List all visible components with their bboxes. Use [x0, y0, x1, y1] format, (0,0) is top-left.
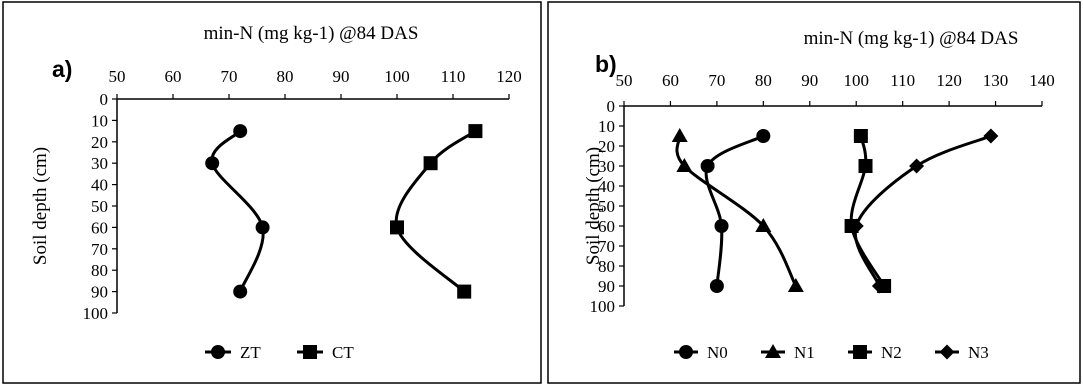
panel-a-border — [2, 1, 542, 384]
chart-b-y-tick-label: 20 — [598, 137, 615, 156]
chart-a-series-zt-point — [205, 156, 220, 171]
chart-a-y-tick-label: 100 — [83, 304, 109, 323]
chart-b-legend-n2-marker — [853, 345, 867, 359]
chart-b-series-n0-point — [709, 279, 724, 293]
chart-a-x-tick-label: 50 — [109, 67, 126, 86]
chart-a-y-tick-label: 40 — [91, 176, 108, 195]
chart-b-series-n3-point — [848, 218, 864, 234]
chart-b-legend-n2-label: N2 — [881, 343, 902, 362]
chart-b-series-n2-point — [858, 159, 873, 173]
panel-b-border — [547, 1, 1081, 384]
chart-a-x-tick-label: 100 — [384, 67, 410, 86]
chart-a-y-tick-label: 0 — [100, 90, 109, 109]
chart-b-series-n2-point — [853, 129, 868, 143]
chart-b-legend-n3-marker — [939, 344, 955, 360]
chart-b-series-n3-point — [871, 278, 887, 294]
chart-a-x-tick-label: 80 — [277, 67, 294, 86]
chart-a-x-tick-label: 120 — [496, 67, 522, 86]
chart-b-series-n1-point — [671, 128, 688, 142]
chart-a-series-ct-point — [423, 156, 438, 171]
chart-b-series-n0-point — [756, 129, 771, 143]
chart-b-series-n1-point — [755, 218, 772, 232]
chart-b-series-n2-line — [849, 135, 886, 287]
chart-a-y-tick-label: 50 — [91, 197, 108, 216]
chart-a-series-zt-point — [255, 220, 270, 235]
chart-b-x-tick-label: 80 — [755, 71, 772, 90]
chart-a-legend-zt-label: ZT — [240, 343, 261, 362]
chart-b-x-tick-label: 120 — [936, 71, 962, 90]
chart-b-legend-n0-marker — [679, 345, 693, 359]
chart-a-title: min-N (mg kg-1) @84 DAS — [204, 23, 419, 44]
chart-a-legend-ct-label: CT — [332, 343, 354, 362]
chart-a-series-ct-point — [468, 124, 483, 139]
chart-a-series-zt-point — [233, 124, 248, 139]
chart-a-y-tick-label: 70 — [91, 240, 108, 259]
chart-a-x-tick-label: 110 — [441, 67, 466, 86]
chart-b-series-n0-point — [700, 159, 715, 173]
chart-b-y-tick-label: 100 — [590, 297, 616, 316]
chart-b-series-n3-point — [909, 158, 925, 174]
chart-a-legend-zt-marker — [211, 345, 225, 359]
chart-a-y-tick-label: 30 — [91, 154, 108, 173]
chart-b-legend-n1-label: N1 — [794, 343, 815, 362]
chart-b-x-tick-label: 50 — [616, 71, 633, 90]
chart-b-y-tick-label: 30 — [598, 157, 615, 176]
chart-a-y-tick-label: 90 — [91, 283, 108, 302]
chart-b-y-tick-label: 50 — [598, 197, 615, 216]
chart-a-series-ct-line — [394, 129, 477, 293]
chart-b-y-axis-label: Soil depth (cm) — [583, 147, 604, 265]
chart-a-y-tick-label: 80 — [91, 261, 108, 280]
chart-b-series-n3-line — [853, 134, 992, 287]
chart-a-x-tick-label: 70 — [221, 67, 238, 86]
chart-a-series-ct-point — [457, 284, 472, 299]
chart-b-y-tick-label: 80 — [598, 257, 615, 276]
chart-b-x-tick-label: 70 — [708, 71, 725, 90]
chart-b-y-tick-label: 90 — [598, 277, 615, 296]
chart-b-x-tick-label: 60 — [662, 71, 679, 90]
chart-b-series-n3-point — [983, 128, 999, 144]
chart-b-series-n0-line — [704, 134, 765, 287]
chart-b-series-n1-point — [787, 278, 804, 292]
chart-b-title: min-N (mg kg-1) @84 DAS — [804, 28, 1019, 49]
chart-b-series-n1-point — [676, 158, 693, 172]
chart-a-y-tick-label: 20 — [91, 133, 108, 152]
chart-b-y-tick-label: 10 — [598, 117, 615, 136]
chart-a-y-tick-label: 10 — [91, 111, 108, 130]
chart-b-y-tick-label: 40 — [598, 177, 615, 196]
chart-a-y-axis-label: Soil depth (cm) — [30, 147, 51, 265]
chart-b-legend-n0-label: N0 — [707, 343, 728, 362]
chart-b-x-tick-label: 130 — [983, 71, 1009, 90]
chart-b-x-tick-label: 90 — [801, 71, 818, 90]
chart-b-y-tick-label: 70 — [598, 237, 615, 256]
chart-b-legend-n3-label: N3 — [968, 343, 989, 362]
chart-a-series-zt-line — [210, 129, 265, 293]
chart-a-x-tick-label: 90 — [333, 67, 350, 86]
chart-b-x-tick-label: 110 — [890, 71, 915, 90]
chart-a-panel-label: a) — [52, 56, 72, 82]
chart-b-y-tick-label: 60 — [598, 217, 615, 236]
chart-b-panel-label: b) — [595, 51, 617, 77]
chart-a-series-ct-point — [390, 220, 404, 235]
chart-b-series-n1-line — [675, 135, 798, 287]
chart-a-legend-ct-marker — [303, 345, 317, 359]
chart-b-legend-n1-marker — [765, 344, 781, 358]
chart-b-series-n0-point — [714, 219, 729, 233]
chart-a-y-tick-label: 60 — [91, 218, 108, 237]
chart-b-x-tick-label: 100 — [843, 71, 869, 90]
chart-b-x-tick-label: 140 — [1029, 71, 1055, 90]
chart-b-y-tick-label: 0 — [607, 97, 616, 116]
chart-a-series-zt-point — [233, 284, 248, 299]
chart-a-x-tick-label: 60 — [165, 67, 182, 86]
